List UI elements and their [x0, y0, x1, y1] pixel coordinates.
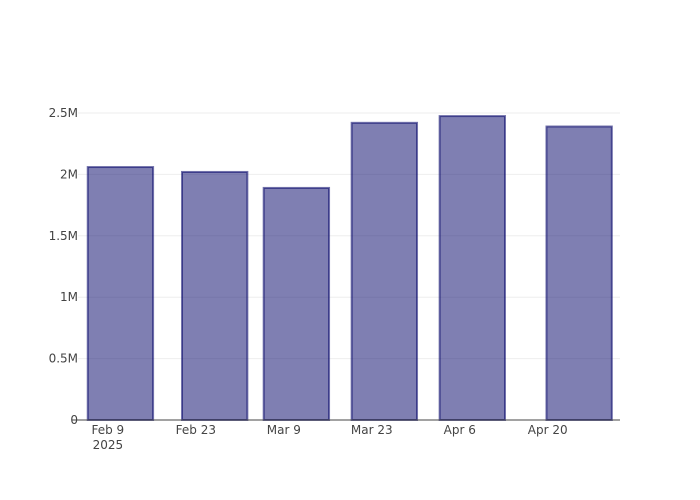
x-tick-label: Apr 20 [528, 423, 568, 437]
bar [350, 121, 419, 421]
bar [86, 166, 155, 421]
bar [262, 186, 331, 421]
x-tick-label: Apr 6 [444, 423, 476, 437]
y-tick-label: 2M [60, 167, 78, 181]
x-tick-label: Feb 9 2025 [91, 423, 124, 452]
y-tick-label: 2.5M [49, 106, 78, 120]
bar [181, 170, 249, 421]
y-tick-label: 0.5M [49, 352, 78, 366]
bar [438, 115, 507, 421]
x-tick-label: Mar 9 [267, 423, 301, 437]
y-tick-label: 1M [60, 290, 78, 304]
y-tick-label: 1.5M [49, 229, 78, 243]
bar [545, 125, 613, 421]
x-tick-label: Feb 23 [176, 423, 216, 437]
x-tick-label: Mar 23 [351, 423, 393, 437]
